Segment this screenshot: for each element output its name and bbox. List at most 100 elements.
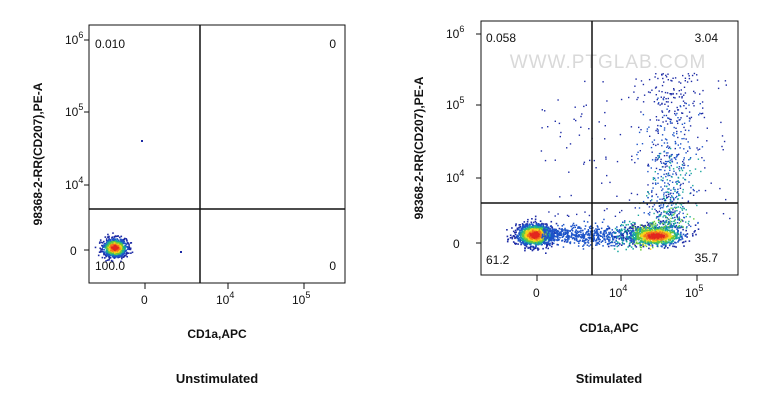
- event-dot-cd1a-neg-cd207-neg: [537, 234, 539, 237]
- event-dot-cd1a-pos-cd207-pos: [677, 180, 679, 182]
- event-dot-cd1a-pos-cd207-pos: [653, 220, 656, 223]
- event-dot-cd1a-pos-cd207-pos: [680, 183, 682, 186]
- event-dot-cd1a-pos-cd207-neg: [669, 238, 672, 240]
- event-dot-cd1a-pos-cd207-pos: [660, 212, 663, 214]
- event-dot-cd1a-pos-band: [617, 250, 619, 253]
- event-dot-cd1a-neg-cd207-neg: [105, 260, 107, 262]
- event-dot-scatter: [721, 135, 724, 137]
- event-dot-cd1a-neg-cd207-neg: [535, 233, 537, 236]
- event-dot-cd1a-pos-cd207-pos: [669, 223, 671, 225]
- event-dot-cd1a-pos-cd207-pos: [673, 88, 675, 90]
- event-dot-cd1a-pos-cd207-pos: [699, 112, 701, 115]
- event-dot-cd1a-pos-band: [552, 228, 555, 231]
- event-dot-cd1a-pos-cd207-pos: [667, 213, 669, 215]
- event-dot-cd1a-pos-band: [615, 239, 617, 242]
- event-dot-cd1a-pos-cd207-pos: [649, 222, 651, 224]
- event-dot-cd1a-pos-band: [620, 236, 623, 238]
- event-dot-cd1a-neg-cd207-neg: [550, 245, 553, 248]
- event-dot-cd1a-pos-band: [577, 231, 580, 234]
- event-dot-cd1a-pos-band: [612, 238, 615, 241]
- y-tick-label: 0: [70, 244, 77, 258]
- event-dot-scatter: [566, 147, 568, 149]
- event-dot-cd1a-pos-cd207-neg: [671, 229, 674, 231]
- event-dot-cd1a-pos-band: [549, 237, 552, 240]
- event-dot-cd1a-pos-cd207-pos: [676, 106, 678, 109]
- event-dot-cd1a-pos-band: [603, 236, 606, 238]
- event-dot-cd1a-neg-cd207-neg: [535, 243, 537, 246]
- event-dot-cd1a-pos-band: [628, 220, 631, 223]
- event-dot-scatter: [583, 105, 585, 108]
- event-dot-cd1a-pos-cd207-pos: [684, 102, 686, 104]
- event-dot-cd1a-neg-cd207-neg: [123, 248, 125, 251]
- event-dot-scatter: [674, 110, 676, 112]
- event-dot-cd1a-pos-cd207-neg: [632, 233, 635, 236]
- event-dot-cd1a-pos-band: [611, 235, 613, 238]
- event-dot-cd1a-pos-cd207-pos: [660, 222, 662, 224]
- event-dot-cd1a-pos-cd207-neg: [670, 235, 672, 238]
- event-dot-cd1a-neg-cd207-neg: [113, 243, 115, 246]
- event-dot-cd1a-pos-band: [618, 231, 620, 234]
- event-dot-cd1a-pos-band: [593, 238, 595, 240]
- event-dot-cd1a-neg-cd207-neg: [105, 239, 108, 242]
- event-dot-cd1a-neg-cd207-neg: [512, 241, 515, 243]
- event-dot-cd1a-pos-cd207-pos: [670, 101, 673, 104]
- event-dot-cd1a-pos-cd207-pos: [659, 220, 662, 222]
- event-dot-cd1a-pos-cd207-neg: [659, 232, 662, 235]
- event-dot-cd1a-pos-cd207-neg: [651, 245, 654, 247]
- event-dot-cd1a-pos-cd207-pos: [681, 163, 684, 166]
- event-dot-cd1a-pos-cd207-pos: [669, 120, 672, 123]
- event-dot-cd1a-neg-cd207-neg: [537, 248, 540, 250]
- event-dot-cd1a-neg-cd207-neg: [528, 240, 530, 243]
- event-dot-cd1a-neg-cd207-neg: [122, 256, 125, 258]
- event-dot-scatter: [702, 89, 704, 92]
- event-dot-cd1a-neg-cd207-neg: [522, 242, 525, 245]
- event-dot-cd1a-pos-cd207-pos: [681, 169, 684, 172]
- event-dot-cd1a-pos-cd207-pos: [697, 222, 699, 224]
- event-dot-cd1a-pos-cd207-pos: [688, 220, 690, 223]
- event-dot-cd1a-pos-band: [617, 236, 619, 238]
- event-dot-cd1a-pos-band: [612, 239, 614, 241]
- event-dot-cd1a-neg-cd207-neg: [520, 237, 523, 239]
- y-tick-label: 0: [453, 237, 460, 251]
- event-dot-cd1a-pos-cd207-neg: [656, 237, 658, 240]
- event-dot-cd1a-neg-cd207-neg: [113, 257, 116, 259]
- event-dot-cd1a-pos-cd207-neg: [697, 228, 700, 230]
- event-dot-scatter: [544, 159, 547, 162]
- event-dot-cd1a-neg-cd207-neg: [546, 241, 549, 244]
- event-dot-cd1a-pos-cd207-neg: [677, 241, 679, 243]
- event-dot-cd1a-pos-cd207-pos: [690, 116, 693, 119]
- event-dot-cd1a-pos-band: [544, 230, 546, 232]
- event-dot-cd1a-pos-band: [556, 239, 559, 242]
- event-dot-cd1a-neg-cd207-neg: [523, 228, 525, 231]
- quadrant-lower-left-unstimulated: 100.0: [95, 259, 125, 273]
- event-dot-cd1a-pos-cd207-pos: [652, 177, 655, 179]
- event-dot-cd1a-pos-cd207-pos: [661, 84, 664, 87]
- event-dot-cd1a-pos-cd207-pos: [655, 225, 657, 227]
- event-dot-cd1a-pos-cd207-neg: [649, 237, 651, 239]
- event-dot-cd1a-neg-cd207-neg: [525, 231, 527, 234]
- event-dot-cd1a-pos-cd207-neg: [634, 244, 637, 247]
- event-dot-cd1a-pos-band: [602, 236, 604, 239]
- event-dot-cd1a-pos-cd207-pos: [674, 147, 676, 150]
- event-dot-cd1a-pos-cd207-pos: [673, 198, 675, 200]
- event-dot-cd1a-pos-cd207-pos: [668, 226, 671, 229]
- event-dot-cd1a-pos-band: [587, 230, 590, 233]
- event-dot-cd1a-pos-cd207-pos: [693, 72, 696, 75]
- event-dot-cd1a-pos-cd207-neg: [652, 236, 655, 239]
- event-dot-cd1a-pos-cd207-pos: [680, 167, 683, 169]
- event-dot-cd1a-pos-band: [596, 234, 598, 237]
- event-dot-cd1a-pos-band: [645, 241, 647, 243]
- event-dot-cd1a-neg-cd207-neg: [100, 248, 102, 251]
- event-dot-scatter: [701, 101, 704, 103]
- event-dot-cd1a-pos-band: [574, 235, 577, 238]
- event-dot-cd1a-pos-cd207-neg: [633, 234, 636, 237]
- event-dot-cd1a-neg-cd207-neg: [515, 224, 517, 227]
- event-dot-cd1a-pos-band: [573, 233, 575, 236]
- event-dot-cd1a-pos-band: [567, 231, 569, 234]
- event-dot-cd1a-pos-band: [633, 224, 635, 227]
- event-dot-cd1a-pos-cd207-neg: [641, 233, 643, 236]
- event-dot-cd1a-neg-cd207-neg: [115, 239, 118, 242]
- event-dot-cd1a-neg-cd207-neg: [526, 224, 529, 227]
- event-dot-cd1a-pos-cd207-pos: [677, 225, 680, 227]
- event-dot-cd1a-pos-band: [595, 228, 597, 230]
